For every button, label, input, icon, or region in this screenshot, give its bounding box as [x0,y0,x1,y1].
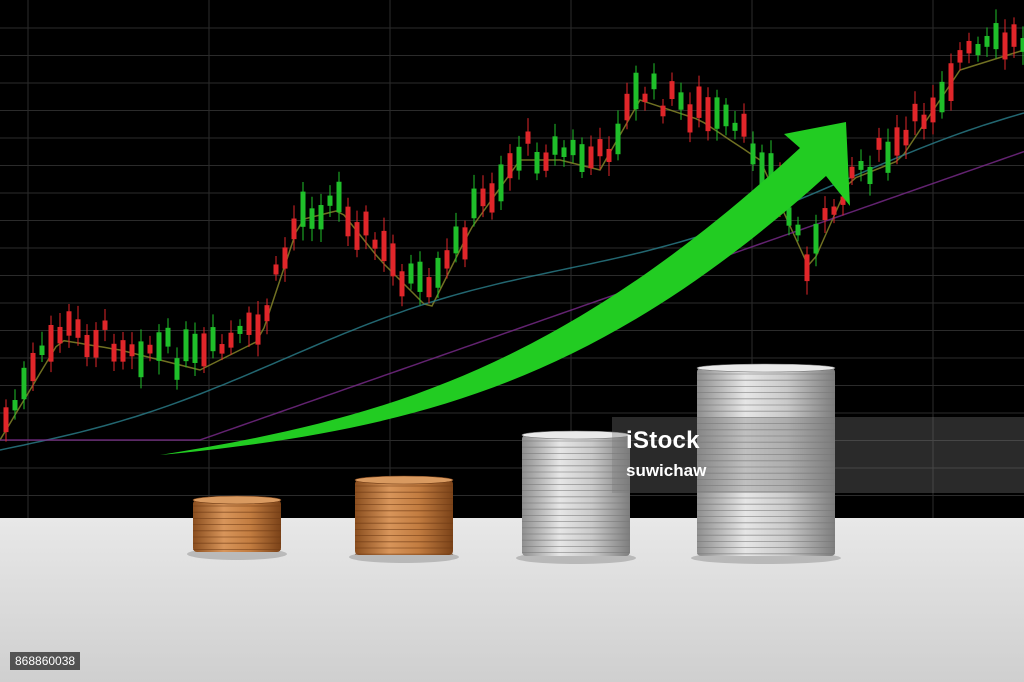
image-id-label: 868860038 [10,652,81,670]
candlestick-chart [3,9,1024,442]
watermark-brand: iStock [626,427,700,454]
table-surface [0,518,1024,682]
coin-stack [349,475,459,563]
coin-stack [516,430,636,564]
watermark: iStock suwichaw [612,417,1024,493]
coin-stack [187,495,287,560]
trading-screen [0,0,1024,520]
watermark-credit: suwichaw [626,461,707,480]
chart-grid [0,0,1024,520]
coin-stack [691,363,841,564]
coin-stacks [187,363,841,564]
